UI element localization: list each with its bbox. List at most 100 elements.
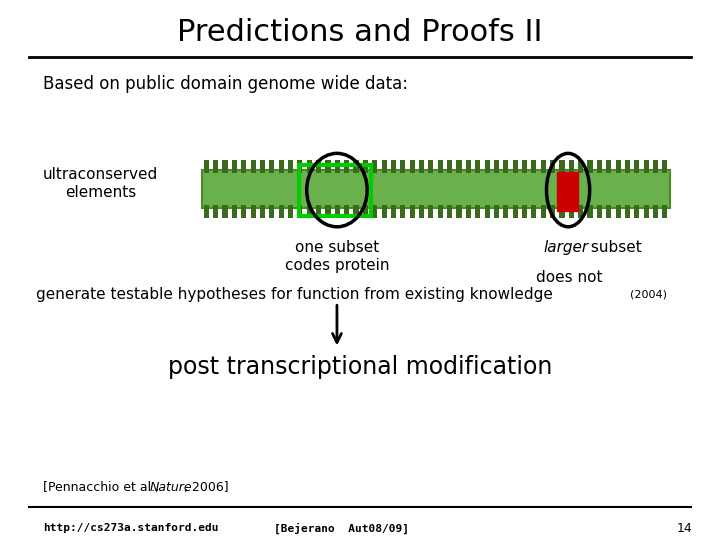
Bar [297,160,302,173]
Bar [578,160,583,173]
Bar [447,205,452,218]
Bar [541,205,546,218]
Bar [202,170,670,208]
Text: post transcriptional modification: post transcriptional modification [168,355,552,379]
Bar [644,205,649,218]
Bar [569,160,574,173]
Bar [513,160,518,173]
Bar [410,205,415,218]
Bar [578,205,583,218]
Bar [299,165,371,216]
Bar [344,205,349,218]
Bar [531,205,536,218]
Bar [354,205,359,218]
Bar [634,205,639,218]
Bar [634,160,639,173]
Bar [372,160,377,173]
Text: (2004): (2004) [630,289,667,299]
Bar [559,205,564,218]
Bar [204,205,209,218]
Bar [222,160,228,173]
Bar [391,160,396,173]
Bar [241,160,246,173]
Bar [662,160,667,173]
Bar [588,160,593,173]
Bar [485,160,490,173]
Bar [288,160,293,173]
Bar [260,205,265,218]
Bar [269,205,274,218]
Bar [485,205,490,218]
Bar [297,205,302,218]
Bar [363,160,368,173]
Bar [653,205,658,218]
Text: does not: does not [536,270,602,285]
Bar [251,205,256,218]
Bar [400,160,405,173]
Bar [475,160,480,173]
Bar [410,160,415,173]
Bar [606,160,611,173]
Bar [531,160,536,173]
Bar [522,160,527,173]
Bar [363,205,368,218]
Bar [400,205,405,218]
Bar [503,160,508,173]
Bar [503,205,508,218]
Bar [588,205,593,218]
Bar [494,205,499,218]
Text: larger: larger [544,240,589,255]
Bar [447,160,452,173]
Text: Nature: Nature [150,481,192,494]
Bar [644,160,649,173]
Bar [260,160,265,173]
Bar [307,160,312,173]
Bar [513,205,518,218]
Text: ultraconserved
elements: ultraconserved elements [43,167,158,200]
Bar [550,205,555,218]
Bar [616,160,621,173]
Bar [466,205,471,218]
Bar [288,205,293,218]
Bar [559,160,564,173]
Bar [625,205,630,218]
Bar [522,205,527,218]
Bar [494,160,499,173]
Bar [232,205,237,218]
Text: generate testable hypotheses for function from existing knowledge: generate testable hypotheses for functio… [36,287,553,302]
Bar [382,160,387,173]
Text: 14: 14 [677,522,693,535]
Bar [354,160,359,173]
Bar [213,160,218,173]
Bar [606,205,611,218]
Bar [241,205,246,218]
Bar [316,160,321,173]
Text: [Bejerano  Aut08/09]: [Bejerano Aut08/09] [274,523,409,534]
Bar [335,160,340,173]
Bar [419,160,424,173]
Bar [251,160,256,173]
Bar [335,205,340,218]
Bar [541,160,546,173]
Bar [466,160,471,173]
Bar [382,205,387,218]
Text: one subset
codes protein: one subset codes protein [284,240,390,273]
Text: Based on public domain genome wide data:: Based on public domain genome wide data: [43,75,408,93]
Bar [204,160,209,173]
Bar [616,205,621,218]
Bar [428,160,433,173]
Bar [269,160,274,173]
Bar [475,205,480,218]
Bar [569,205,574,218]
Bar [213,205,218,218]
Bar [279,160,284,173]
Bar [662,205,667,218]
Bar [625,160,630,173]
Text: Predictions and Proofs II: Predictions and Proofs II [177,18,543,47]
Bar [279,205,284,218]
Bar [438,205,443,218]
Bar [222,205,228,218]
Bar [307,205,312,218]
Bar [557,172,578,211]
Bar [344,160,349,173]
